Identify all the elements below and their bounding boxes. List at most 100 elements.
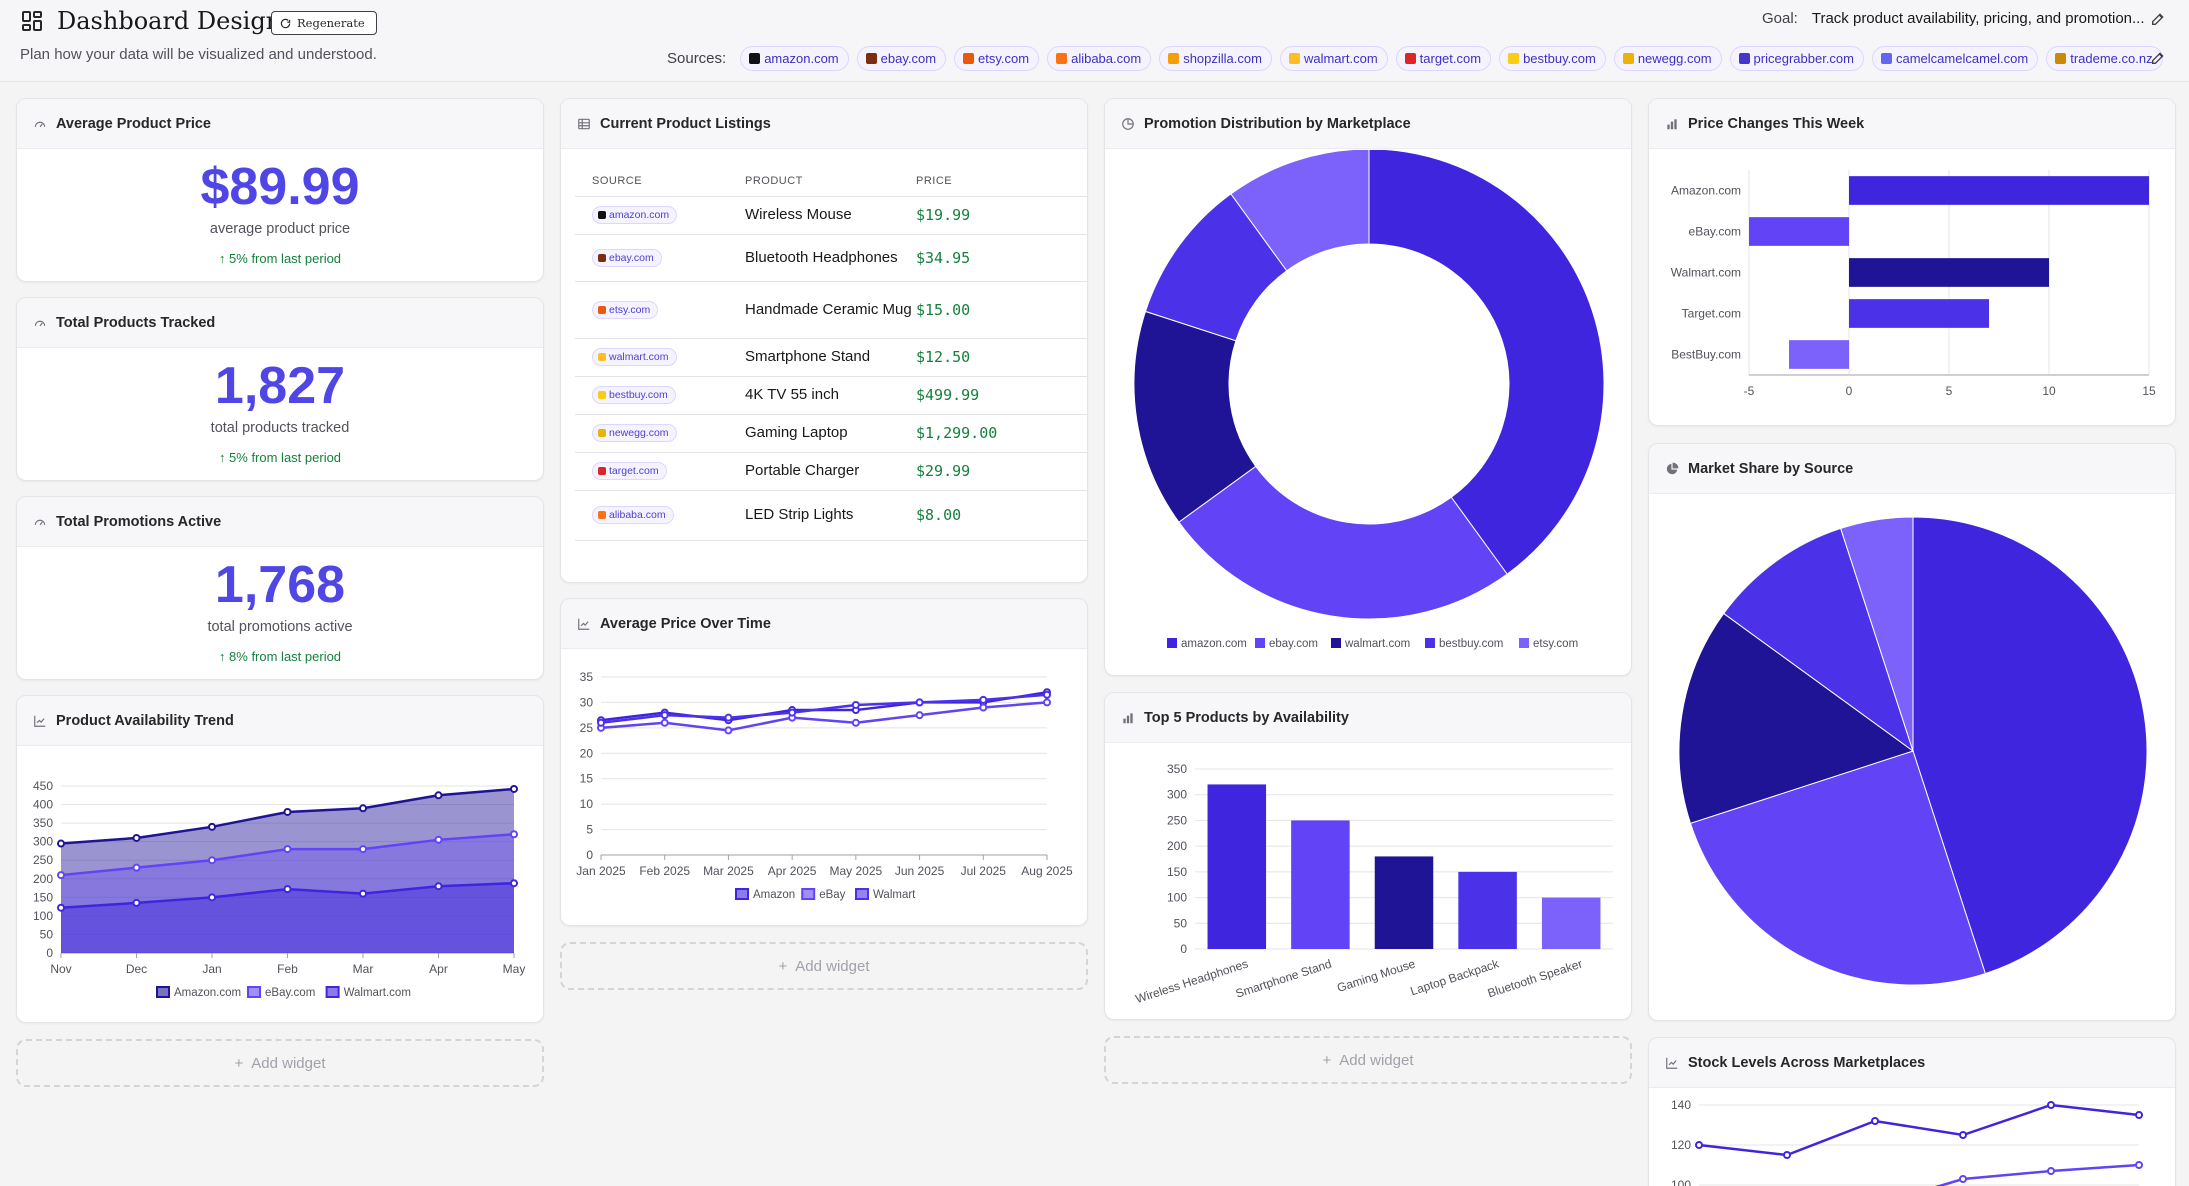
bar[interactable] — [1849, 299, 1989, 328]
data-point[interactable] — [788, 708, 797, 717]
data-point[interactable] — [660, 711, 669, 720]
data-point[interactable] — [979, 695, 988, 704]
data-point[interactable] — [132, 833, 141, 842]
pie-slice[interactable] — [1678, 612, 1915, 824]
data-point[interactable] — [2047, 1101, 2055, 1109]
data-point[interactable] — [1783, 1151, 1791, 1159]
data-point[interactable] — [283, 885, 292, 894]
pie-slice[interactable] — [1368, 150, 1605, 575]
series-line[interactable] — [1698, 1103, 2140, 1157]
source-chip[interactable]: newegg.com — [1613, 46, 1722, 71]
series-line[interactable] — [600, 691, 1048, 722]
data-point[interactable] — [2047, 1167, 2055, 1175]
series-line[interactable] — [1699, 1163, 2140, 1186]
data-point[interactable] — [915, 698, 924, 707]
data-point[interactable] — [132, 863, 141, 872]
table-row[interactable]: etsy.com Handmade Ceramic Mug $15.00 — [575, 281, 1087, 339]
source-badge[interactable]: ebay.com — [592, 248, 662, 267]
bar[interactable] — [1849, 258, 2049, 287]
pie-slice[interactable] — [1230, 150, 1370, 272]
data-point[interactable] — [132, 898, 141, 907]
bar[interactable] — [1374, 856, 1434, 949]
pie-slice[interactable] — [1722, 527, 1914, 753]
bar[interactable] — [1749, 217, 1849, 246]
source-chip[interactable]: etsy.com — [954, 46, 1040, 71]
data-point[interactable] — [510, 879, 518, 888]
source-badge[interactable]: amazon.com — [592, 206, 678, 224]
data-point[interactable] — [208, 893, 216, 902]
data-point[interactable] — [851, 700, 860, 709]
pie-slice[interactable] — [1912, 516, 2148, 975]
pie-slice[interactable] — [1689, 750, 1986, 986]
data-point[interactable] — [2135, 1161, 2143, 1169]
bar[interactable] — [1849, 176, 2149, 205]
source-chip[interactable]: amazon.com — [740, 46, 849, 71]
data-point[interactable] — [724, 713, 733, 722]
add-widget-button[interactable]: + Add widget — [16, 1039, 544, 1087]
data-point[interactable] — [57, 903, 65, 912]
data-point[interactable] — [979, 703, 988, 712]
source-chip[interactable]: target.com — [1395, 46, 1492, 71]
data-point[interactable] — [724, 726, 733, 735]
data-point[interactable] — [1959, 1175, 1967, 1183]
data-point[interactable] — [660, 718, 669, 727]
table-row[interactable]: target.com Portable Charger $29.99 — [575, 452, 1087, 491]
source-chip[interactable]: walmart.com — [1279, 46, 1388, 71]
edit-sources-pencil-icon[interactable] — [2150, 50, 2166, 66]
source-chip[interactable]: trademe.co.nz — [2046, 46, 2163, 71]
data-point[interactable] — [208, 822, 216, 831]
source-badge[interactable]: walmart.com — [592, 348, 677, 366]
data-point[interactable] — [510, 830, 518, 839]
table-row[interactable]: ebay.com Bluetooth Headphones $34.95 — [575, 234, 1087, 282]
series-line[interactable] — [600, 701, 1048, 732]
data-point[interactable] — [434, 791, 443, 800]
bar[interactable] — [1541, 897, 1601, 949]
data-point[interactable] — [434, 882, 443, 891]
pie-slice[interactable] — [1840, 516, 1914, 752]
data-point[interactable] — [208, 856, 216, 865]
data-point[interactable] — [851, 718, 860, 727]
data-point[interactable] — [1959, 1131, 1967, 1139]
source-badge[interactable]: etsy.com — [592, 300, 659, 319]
data-point[interactable] — [915, 711, 924, 720]
source-badge[interactable]: target.com — [592, 462, 667, 480]
data-point[interactable] — [1871, 1117, 1879, 1125]
source-badge[interactable]: bestbuy.com — [592, 386, 676, 404]
bar[interactable] — [1207, 784, 1267, 949]
regenerate-button[interactable]: Regenerate — [271, 11, 377, 35]
table-row[interactable]: alibaba.com LED Strip Lights $8.00 — [575, 490, 1087, 541]
table-row[interactable]: newegg.com Gaming Laptop $1,299.00 — [575, 414, 1087, 453]
data-point[interactable] — [359, 889, 367, 898]
source-chip[interactable]: camelcamelcamel.com — [1872, 46, 2039, 71]
data-point[interactable] — [283, 845, 292, 854]
source-chip[interactable]: shopzilla.com — [1159, 46, 1272, 71]
bar[interactable] — [1458, 871, 1517, 949]
data-point[interactable] — [283, 807, 292, 816]
table-row[interactable]: bestbuy.com 4K TV 55 inch $499.99 — [575, 376, 1087, 415]
pie-slice[interactable] — [1178, 465, 1508, 620]
add-widget-button[interactable]: + Add widget — [560, 942, 1088, 990]
table-row[interactable]: walmart.com Smartphone Stand $12.50 — [575, 338, 1087, 377]
source-badge[interactable]: alibaba.com — [592, 506, 674, 524]
edit-goal-pencil-icon[interactable] — [2150, 11, 2166, 27]
data-point[interactable] — [1043, 698, 1051, 707]
source-badge[interactable]: newegg.com — [592, 424, 677, 442]
data-point[interactable] — [434, 835, 443, 844]
data-point[interactable] — [1695, 1141, 1703, 1149]
data-point[interactable] — [359, 845, 367, 854]
source-chip[interactable]: pricegrabber.com — [1729, 46, 1864, 71]
data-point[interactable] — [57, 839, 65, 848]
data-point[interactable] — [359, 804, 367, 813]
source-chip[interactable]: ebay.com — [856, 46, 947, 71]
data-point[interactable] — [1043, 690, 1051, 699]
table-row[interactable]: amazon.com Wireless Mouse $19.99 — [575, 196, 1087, 235]
data-point[interactable] — [597, 718, 605, 727]
data-point[interactable] — [510, 784, 518, 793]
series-line[interactable] — [600, 693, 1048, 725]
source-chip[interactable]: bestbuy.com — [1499, 46, 1606, 71]
source-chip[interactable]: alibaba.com — [1047, 46, 1152, 71]
bar[interactable] — [1291, 820, 1350, 949]
data-point[interactable] — [57, 871, 65, 880]
data-point[interactable] — [2135, 1111, 2143, 1119]
add-widget-button[interactable]: + Add widget — [1104, 1036, 1632, 1084]
